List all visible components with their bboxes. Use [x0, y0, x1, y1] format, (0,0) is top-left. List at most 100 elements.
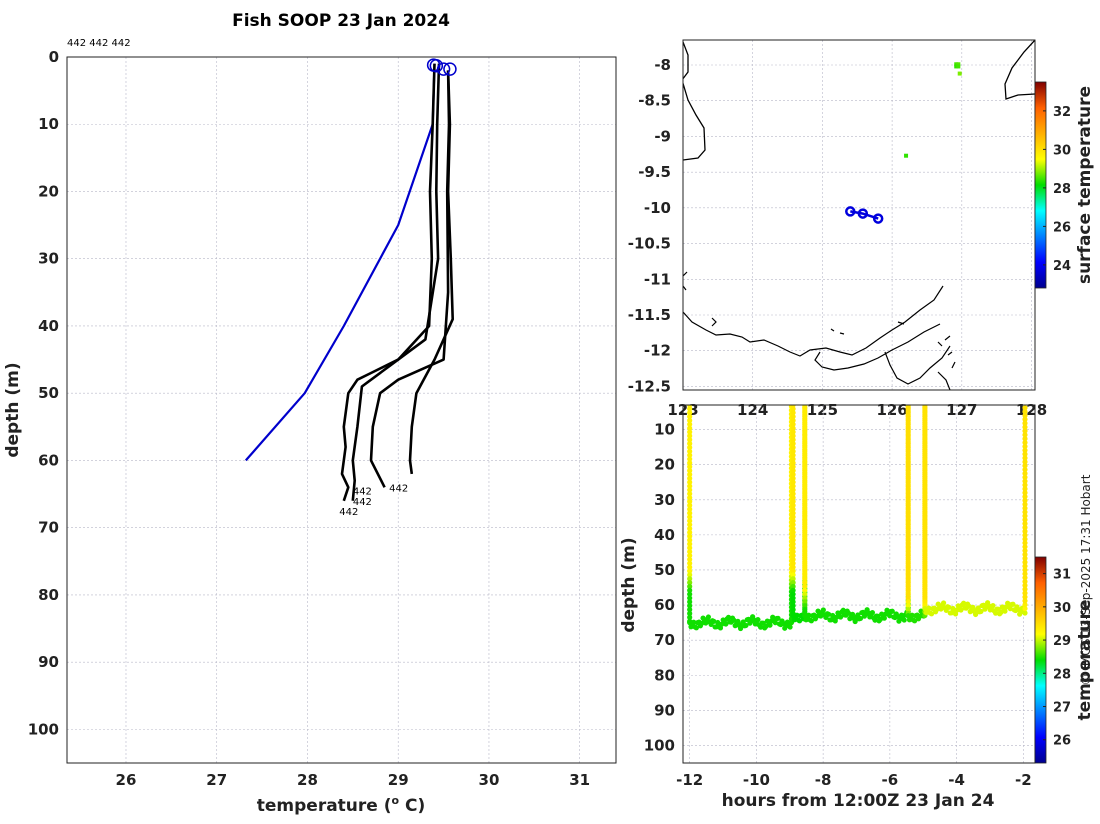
temperature-point [687, 406, 693, 412]
profile-start-marker [443, 62, 457, 76]
temperature-point [922, 487, 928, 493]
temperature-point [790, 591, 796, 597]
temperature-point [905, 444, 911, 451]
profile-x-tick-label: 28 [297, 771, 318, 789]
temperature-point [687, 549, 693, 555]
temperature-point [687, 441, 693, 447]
ship-track [845, 206, 884, 224]
temperature-point [687, 599, 693, 605]
temperature-profile-line [340, 63, 436, 502]
temperature-point [802, 541, 808, 547]
temperature-point [905, 549, 911, 555]
temperature-point [820, 607, 826, 613]
temperature-point [790, 491, 796, 497]
temperature-point [905, 560, 911, 566]
temperature-point [993, 610, 999, 616]
temperature-point [905, 591, 911, 597]
temperature-point [1022, 590, 1028, 596]
profile-grid [67, 56, 616, 763]
temperature-point [970, 604, 976, 610]
temperature-point [802, 510, 808, 516]
temperature-point [735, 618, 741, 624]
temperature-point [687, 510, 693, 516]
temperature-point [1022, 551, 1028, 558]
map-x-tick-label: 126 [876, 401, 907, 419]
temperature-point [790, 483, 796, 489]
profile-y-tick-label: 70 [38, 519, 59, 537]
profile-tick-labels: 26 27 28 29 30 31 0 10 20 30 40 50 60 70 80 90 100 [28, 48, 590, 789]
temperature-point [687, 464, 693, 470]
temperature-point [928, 611, 935, 617]
temperature-point [905, 468, 911, 474]
temperature-point [802, 429, 808, 435]
temperature-point [687, 552, 693, 559]
temperature-point [693, 625, 699, 631]
temperature-point [1022, 420, 1028, 426]
temperature-point [1022, 439, 1028, 446]
temperature-point [802, 552, 808, 559]
map-y-tick-label: -10.5 [628, 235, 671, 253]
temperature-point [802, 603, 808, 609]
temperature-point [1022, 571, 1028, 577]
temperature-point [905, 607, 911, 613]
time-y-tick-label: 40 [654, 526, 675, 544]
temperature-point [802, 583, 808, 590]
temperature-point [905, 537, 911, 543]
temperature-point [790, 564, 796, 570]
temperature-point [790, 464, 796, 470]
temperature-point [1022, 459, 1028, 465]
temperature-point [922, 568, 928, 574]
surface-temperature-point [904, 153, 909, 158]
temperature-point [687, 595, 693, 601]
time-x-tick-label: -2 [1015, 771, 1032, 789]
temperature-point [790, 514, 796, 520]
profile-x-tick-label: 30 [479, 771, 500, 789]
temperature-point [1022, 463, 1028, 469]
temperature-point [1022, 416, 1028, 422]
map-y-tick-label: -12.5 [628, 377, 671, 395]
temperature-point [922, 599, 928, 605]
temperature-point [790, 475, 796, 481]
time-colorbar-tick-label: 31 [1053, 568, 1071, 583]
temperature-point [802, 529, 808, 536]
temperature-point [790, 541, 796, 547]
temperature-point [802, 537, 808, 543]
temperature-point [1022, 447, 1028, 453]
time-x-tick-label: -10 [743, 771, 770, 789]
temperature-point [802, 444, 808, 451]
time-x-axis-label: hours from 12:00Z 23 Jan 24 [722, 791, 995, 811]
temperature-point [1022, 466, 1028, 473]
temperature-point [687, 564, 693, 570]
temperature-point [790, 510, 796, 516]
temperature-point [922, 437, 928, 443]
temperature-point [922, 502, 928, 508]
temperature-point [922, 421, 928, 427]
temperature-point [1022, 486, 1028, 492]
temperature-point [922, 468, 928, 474]
temperature-point [826, 611, 832, 617]
temperature-point [1022, 575, 1028, 581]
temperature-point [1022, 524, 1028, 531]
profile-y-tick-label: 80 [38, 586, 59, 604]
temperature-point [790, 576, 796, 582]
temperature-point [922, 495, 928, 501]
map-tick-labels: 123 124 125 126 127 128-8-8.5-9-9.5-10-10.5-1… [628, 56, 1047, 419]
temperature-point [687, 437, 693, 443]
temperature-point [687, 502, 693, 508]
temperature-point [1022, 517, 1028, 523]
temperature-point [837, 614, 844, 620]
time-x-tick-label: -8 [815, 771, 832, 789]
temperature-point [687, 560, 693, 566]
temperature-point [687, 413, 693, 420]
temperature-point [790, 452, 796, 458]
temperature-point [909, 612, 915, 618]
temperature-point [687, 614, 693, 620]
temperature-point [905, 583, 911, 590]
climatology-profile-line [244, 63, 436, 462]
temperature-point [790, 579, 796, 586]
temperature-point [743, 622, 749, 629]
temperature-point [802, 464, 808, 470]
temperature-point [802, 568, 808, 574]
profile-start-marker [436, 62, 451, 76]
temperature-point [1022, 428, 1028, 434]
